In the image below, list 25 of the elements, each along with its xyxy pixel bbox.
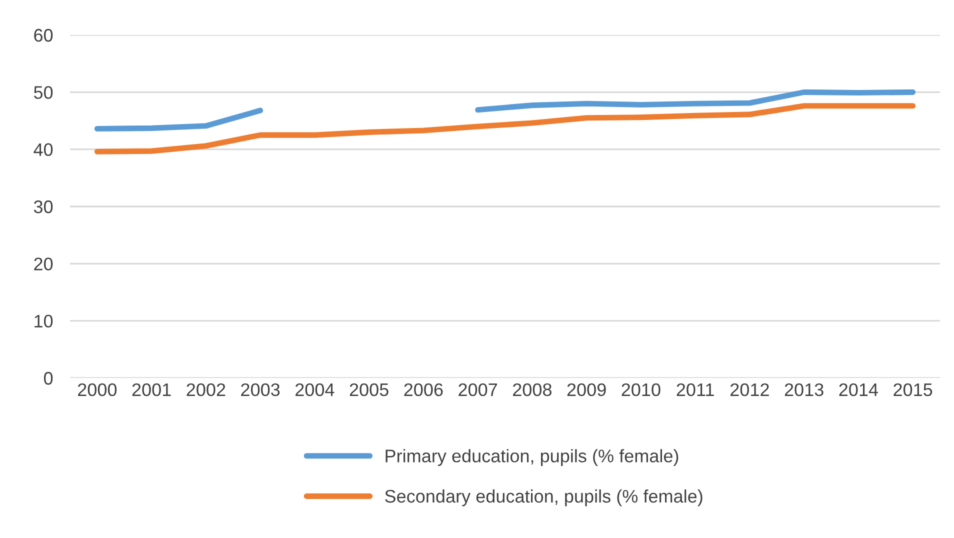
y-tick-label: 60 [34,28,53,42]
x-tick-label: 2014 [839,383,878,396]
x-tick-label: 2003 [241,383,280,396]
x-tick-label: 2000 [78,383,117,396]
y-tick-label: 30 [34,200,53,214]
x-tick-label: 2010 [622,383,660,396]
y-tick-label: 0 [44,372,53,385]
x-tick-label: 2015 [894,383,932,396]
legend-label: Primary education, pupils (% female) [386,449,678,466]
x-tick-label: 2011 [676,383,714,396]
x-tick-label: 2006 [404,383,443,396]
y-tick-label: 20 [34,258,53,270]
x-tick-label: 2008 [513,383,552,396]
y-tick-label: 50 [34,86,53,99]
x-tick-label: 2009 [567,383,606,396]
x-tick-label: 2007 [458,383,497,396]
x-tick-label: 2002 [186,383,226,396]
legend-label: Secondary education, pupils (% female) [385,489,702,506]
y-tick-label: 40 [34,143,53,156]
x-tick-label: 2001 [132,383,171,396]
x-tick-label: 2005 [350,383,388,396]
x-tick-label: 2012 [730,383,769,396]
y-tick-label: 10 [34,314,53,328]
x-tick-label: 2013 [784,383,824,396]
x-tick-label: 2004 [296,383,334,396]
